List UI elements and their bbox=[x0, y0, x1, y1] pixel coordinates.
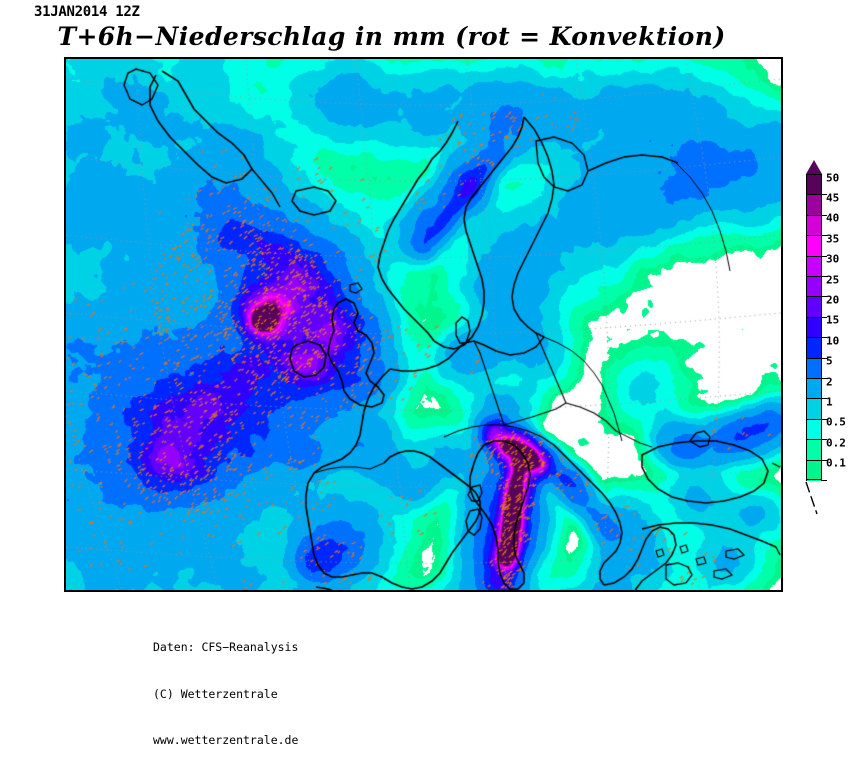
colorbar-legend: 50 45 40 35 30 25 20 15 10 5 2 1 0.5 0.2 0.1 bbox=[805, 160, 846, 515]
colorbar-tick bbox=[822, 419, 827, 420]
colorbar-divider bbox=[806, 460, 822, 461]
colorbar-segment bbox=[806, 316, 822, 338]
colorbar-divider bbox=[806, 194, 822, 195]
date-stamp: 31JAN2014 12Z bbox=[34, 4, 140, 20]
colorbar-segment bbox=[806, 194, 822, 216]
colorbar-divider bbox=[806, 276, 822, 277]
colorbar-segment bbox=[806, 214, 822, 236]
colorbar-label: 25 bbox=[826, 273, 840, 287]
colorbar-tick bbox=[822, 480, 827, 481]
colorbar-divider bbox=[806, 439, 822, 440]
colorbar-segment bbox=[806, 276, 822, 297]
colorbar-divider bbox=[806, 358, 822, 359]
colorbar-tick bbox=[822, 215, 827, 216]
colorbar-segment bbox=[806, 357, 822, 379]
footer-line-data-source: Daten: CFS−Reanalysis bbox=[153, 640, 299, 654]
colorbar-divider bbox=[806, 317, 822, 318]
colorbar-tick bbox=[822, 337, 827, 338]
colorbar-divider bbox=[806, 296, 822, 297]
colorbar-segment bbox=[806, 174, 822, 195]
colorbar-label: 35 bbox=[826, 232, 840, 246]
colorbar-segment bbox=[806, 235, 822, 257]
colorbar-label: 2 bbox=[826, 375, 833, 389]
colorbar-tick bbox=[822, 378, 827, 379]
colorbar-label: 20 bbox=[826, 293, 840, 307]
colorbar-segment bbox=[806, 398, 822, 420]
colorbar-segment bbox=[806, 439, 822, 461]
colorbar-tick bbox=[822, 276, 827, 277]
colorbar-divider bbox=[806, 398, 822, 399]
colorbar-segment bbox=[806, 459, 822, 481]
colorbar-leader-line bbox=[805, 481, 818, 515]
colorbar-label: 1 bbox=[826, 395, 833, 409]
colorbar-tick bbox=[822, 296, 827, 297]
colorbar-divider bbox=[806, 256, 822, 257]
colorbar-tick bbox=[822, 358, 827, 359]
map-frame bbox=[64, 57, 783, 592]
colorbar-label: 0.1 bbox=[826, 456, 846, 470]
colorbar-tick bbox=[822, 256, 827, 257]
colorbar-divider bbox=[806, 337, 822, 338]
colorbar-label: 5 bbox=[826, 354, 833, 368]
precipitation-map bbox=[66, 59, 781, 590]
colorbar-tick bbox=[822, 194, 827, 195]
colorbar-divider bbox=[806, 419, 822, 420]
colorbar-segment bbox=[806, 418, 822, 440]
footer-line-website: www.wetterzentrale.de bbox=[153, 733, 299, 747]
colorbar-segment bbox=[806, 337, 822, 359]
colorbar-label: 30 bbox=[826, 252, 840, 266]
colorbar-label: 50 bbox=[826, 171, 840, 185]
colorbar-label: 45 bbox=[826, 191, 840, 205]
colorbar-divider bbox=[806, 479, 822, 480]
colorbar-label: 0.5 bbox=[826, 415, 846, 429]
colorbar-label: 40 bbox=[826, 211, 840, 225]
colorbar-label: 0.2 bbox=[826, 436, 846, 450]
colorbar-segment bbox=[806, 296, 822, 318]
colorbar-tick bbox=[822, 317, 827, 318]
colorbar-divider bbox=[806, 378, 822, 379]
colorbar-tick bbox=[822, 398, 827, 399]
page-title: T+6h−Niederschlag in mm (rot = Konvektio… bbox=[57, 22, 726, 51]
colorbar-divider bbox=[806, 235, 822, 236]
colorbar-divider bbox=[806, 174, 822, 175]
footer-credits: Daten: CFS−Reanalysis (C) Wetterzentrale… bbox=[153, 609, 298, 780]
colorbar-label: 10 bbox=[826, 334, 840, 348]
colorbar-label: 15 bbox=[826, 313, 840, 327]
footer-line-copyright: (C) Wetterzentrale bbox=[153, 686, 278, 701]
colorbar-segment bbox=[806, 378, 822, 399]
colorbar-tick bbox=[822, 460, 827, 461]
weather-chart: 31JAN2014 12Z T+6h−Niederschlag in mm (r… bbox=[34, 4, 846, 747]
colorbar-overflow-arrow bbox=[806, 160, 822, 174]
colorbar-tick bbox=[822, 439, 827, 440]
colorbar-tick bbox=[822, 235, 827, 236]
colorbar-segment bbox=[806, 255, 822, 277]
colorbar-divider bbox=[806, 215, 822, 216]
